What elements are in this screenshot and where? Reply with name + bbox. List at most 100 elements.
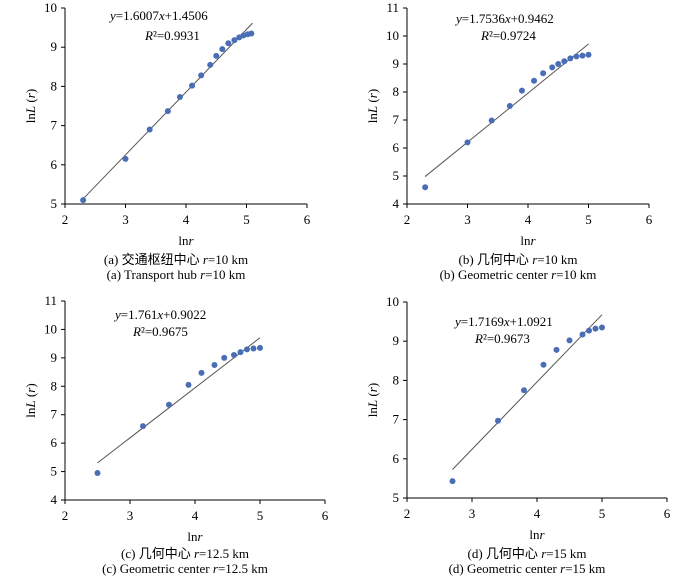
regression-equation: y=1.761x+0.9022: [113, 307, 206, 322]
x-tick-label: 6: [322, 508, 329, 523]
x-tick-label: 3: [122, 212, 129, 227]
data-point: [585, 51, 592, 58]
data-point: [231, 37, 238, 44]
x-tick-label: 4: [534, 506, 541, 521]
data-point: [531, 77, 538, 84]
data-point: [518, 87, 525, 94]
data-point: [219, 46, 226, 53]
x-axis-label: lnr: [187, 529, 203, 544]
data-point: [540, 70, 547, 77]
data-point: [198, 72, 205, 79]
y-tick-label: 6: [393, 451, 400, 466]
data-point: [592, 325, 599, 332]
data-point: [488, 117, 495, 124]
y-axis-label: lnL (r): [365, 89, 380, 123]
x-axis-label: lnr: [178, 233, 194, 248]
data-point: [495, 417, 501, 424]
chart-panel-a: 5 6 7 8 9 10 2 3 4 5 6 lnr lnL (r) y=1.6007x+1.4506 R²…: [23, 0, 311, 282]
data-point: [185, 381, 192, 388]
x-tick-label: 3: [464, 212, 471, 227]
regression-line: [424, 43, 589, 177]
data-point: [225, 40, 232, 47]
y-tick-label: 11: [386, 0, 399, 15]
data-point: [521, 387, 527, 394]
x-tick-label: 4: [192, 508, 199, 523]
y-tick-label: 6: [393, 140, 400, 155]
data-point: [573, 53, 580, 60]
caption-chinese: (a) 交通枢纽中心 r=10 km: [104, 252, 248, 267]
data-point: [198, 369, 205, 376]
data-point: [146, 126, 153, 133]
x-tick-label: 5: [243, 212, 250, 227]
regression-equation: y=1.7536x+0.9462: [454, 11, 554, 26]
y-tick-label: 5: [393, 168, 400, 183]
y-tick-label: 5: [51, 464, 58, 479]
data-point: [549, 64, 556, 71]
y-tick-label: 8: [393, 372, 400, 387]
y-tick-label: 7: [51, 407, 58, 422]
y-tick-label: 9: [51, 39, 58, 54]
regression-equation: y=1.7169x+1.0921: [453, 314, 553, 329]
y-tick-label: 7: [393, 112, 400, 127]
data-point: [176, 93, 183, 100]
r-squared-label: R²=0.9724: [480, 28, 536, 43]
data-point: [213, 52, 220, 59]
chart-panel-c: 4 5 6 7 8 9 10 11 2 3 4 5 6 lnr lnL (r) y=1.761x+0.9022…: [23, 293, 329, 576]
y-tick-label: 4: [51, 492, 58, 507]
x-tick-label: 3: [127, 508, 134, 523]
data-point: [166, 401, 172, 408]
chart-panel-b: 4 5 6 7 8 9 10 11 2 3 4 5 6 lnr lnL (r) y=1.7536x+0.946…: [365, 0, 653, 282]
r-squared-label: R²=0.9675: [132, 324, 188, 339]
y-axis-label: lnL (r): [23, 89, 38, 123]
y-tick-label: 8: [51, 78, 58, 93]
y-tick-label: 10: [44, 321, 57, 336]
data-point: [464, 139, 471, 146]
y-tick-label: 10: [386, 28, 399, 43]
caption-chinese: (c) 几何中心 r=12.5 km: [121, 546, 249, 561]
regression-line: [97, 337, 261, 464]
y-tick-label: 6: [51, 157, 58, 172]
data-point: [599, 324, 605, 331]
data-point: [250, 345, 257, 352]
data-point: [248, 30, 255, 37]
y-axis-label: lnL (r): [365, 383, 380, 417]
data-point: [189, 82, 196, 89]
y-tick-label: 8: [393, 84, 400, 99]
r-squared-label: R²=0.9673: [474, 331, 530, 346]
x-tick-label: 2: [404, 212, 411, 227]
data-point: [506, 103, 513, 109]
data-point: [579, 331, 586, 338]
data-point: [221, 354, 228, 361]
data-point: [207, 61, 214, 68]
data-point: [257, 344, 263, 351]
y-tick-label: 5: [393, 490, 400, 505]
caption-english: (d) Geometric center r=15 km: [449, 561, 606, 576]
r-squared-label: R²=0.9931: [144, 28, 200, 43]
data-point: [140, 423, 146, 430]
x-tick-label: 5: [257, 508, 264, 523]
y-tick-label: 5: [51, 196, 58, 211]
data-point: [555, 61, 562, 67]
y-tick-label: 4: [393, 196, 400, 211]
data-point: [567, 55, 574, 62]
caption-english: (c) Geometric center r=12.5 km: [102, 561, 268, 576]
y-tick-label: 9: [393, 333, 400, 348]
y-tick-label: 10: [386, 294, 399, 309]
data-point: [553, 346, 560, 353]
y-tick-label: 9: [393, 56, 400, 71]
data-point: [211, 361, 218, 368]
x-axis-label: lnr: [529, 527, 545, 542]
y-tick-label: 9: [51, 350, 58, 365]
regression-equation: y=1.6007x+1.4506: [108, 8, 208, 23]
data-point: [540, 361, 547, 368]
data-point: [422, 184, 429, 191]
caption-chinese: (d) 几何中心 r=15 km: [468, 546, 587, 561]
data-point: [94, 469, 101, 476]
caption-chinese: (b) 几何中心 r=10 km: [459, 252, 578, 267]
x-tick-label: 6: [304, 212, 311, 227]
data-point: [122, 155, 129, 162]
data-point: [164, 108, 171, 115]
y-tick-label: 11: [44, 293, 57, 308]
x-tick-label: 4: [525, 212, 532, 227]
